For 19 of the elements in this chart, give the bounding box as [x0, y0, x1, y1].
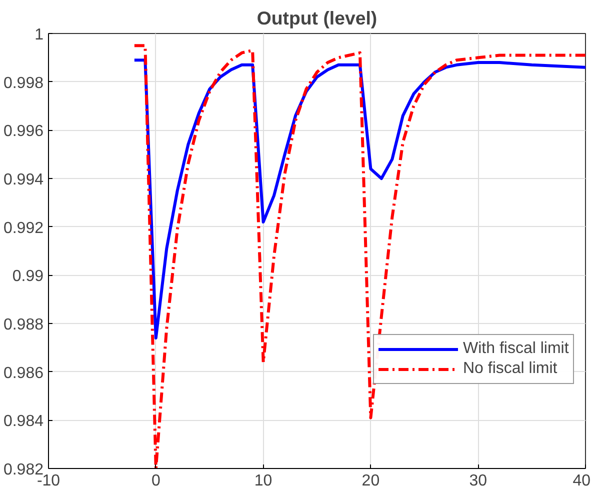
- y-tick-label: 0.984: [3, 413, 44, 430]
- y-tick-label: 1: [34, 26, 44, 44]
- legend-label: No fiscal limit: [463, 360, 558, 378]
- y-tick-label: 0.998: [3, 74, 44, 92]
- x-tick-label: 20: [362, 472, 380, 490]
- y-tick-label: 0.994: [3, 172, 44, 188]
- y-tick-label: 0.986: [3, 364, 44, 382]
- y-tick-label: 0.982: [3, 462, 44, 478]
- x-tick-label: 40: [572, 472, 591, 490]
- legend-label: With fiscal limit: [463, 340, 569, 358]
- x-tick-label: 30: [469, 472, 488, 490]
- y-tick-label: 0.99: [12, 268, 44, 286]
- line-series: [132, 44, 586, 468]
- chart-title: Output (level): [256, 8, 378, 28]
- y-tick-label: 0.992: [3, 220, 44, 237]
- y-tick-label: 0.988: [3, 316, 44, 334]
- x-tick-label: 10: [254, 472, 272, 490]
- y-tick-label: 0.996: [3, 123, 44, 140]
- x-tick-label: 0: [151, 472, 160, 490]
